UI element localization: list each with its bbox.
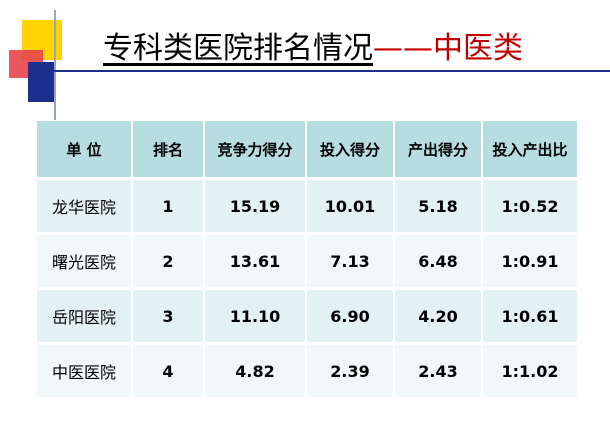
cell-rank: 1	[133, 180, 205, 232]
cell-competitiveness: 15.19	[205, 180, 307, 232]
table-row: 中医医院 4 4.82 2.39 2.43 1:1.02	[37, 345, 577, 397]
cell-ratio: 1:0.61	[483, 290, 577, 342]
cell-ratio: 1:0.91	[483, 235, 577, 287]
decor-horizontal-line	[28, 70, 610, 72]
cell-competitiveness: 13.61	[205, 235, 307, 287]
title-main: 专科类医院排名情况	[103, 31, 373, 66]
header-unit: 单 位	[37, 121, 133, 177]
cell-hospital: 岳阳医院	[37, 290, 133, 342]
cell-hospital: 中医医院	[37, 345, 133, 397]
cell-output: 6.48	[395, 235, 483, 287]
header-rank: 排名	[133, 121, 205, 177]
cell-hospital: 曙光医院	[37, 235, 133, 287]
cell-rank: 3	[133, 290, 205, 342]
cell-ratio: 1:1.02	[483, 345, 577, 397]
ranking-table: 单 位 排名 竞争力得分 投入得分 产出得分 投入产出比 龙华医院 1 15.1…	[37, 118, 577, 400]
header-competitiveness-score: 竞争力得分	[205, 121, 307, 177]
header-output-score: 产出得分	[395, 121, 483, 177]
cell-input: 10.01	[307, 180, 395, 232]
slide-title: 专科类医院排名情况——中医类	[103, 29, 523, 69]
cell-competitiveness: 11.10	[205, 290, 307, 342]
cell-ratio: 1:0.52	[483, 180, 577, 232]
cell-hospital: 龙华医院	[37, 180, 133, 232]
title-subcategory: 中医类	[433, 31, 523, 66]
cell-rank: 4	[133, 345, 205, 397]
cell-output: 2.43	[395, 345, 483, 397]
decor-blue-square	[28, 62, 55, 102]
cell-competitiveness: 4.82	[205, 345, 307, 397]
cell-input: 2.39	[307, 345, 395, 397]
cell-rank: 2	[133, 235, 205, 287]
cell-input: 6.90	[307, 290, 395, 342]
table-row: 岳阳医院 3 11.10 6.90 4.20 1:0.61	[37, 290, 577, 342]
table-header-row: 单 位 排名 竞争力得分 投入得分 产出得分 投入产出比	[37, 121, 577, 177]
table-row: 龙华医院 1 15.19 10.01 5.18 1:0.52	[37, 180, 577, 232]
title-dash: ——	[373, 31, 433, 66]
cell-input: 7.13	[307, 235, 395, 287]
decor-vertical-line	[54, 10, 56, 120]
table-row: 曙光医院 2 13.61 7.13 6.48 1:0.91	[37, 235, 577, 287]
cell-output: 4.20	[395, 290, 483, 342]
cell-output: 5.18	[395, 180, 483, 232]
header-input-score: 投入得分	[307, 121, 395, 177]
ranking-table-container: 单 位 排名 竞争力得分 投入得分 产出得分 投入产出比 龙华医院 1 15.1…	[37, 118, 577, 400]
header-input-output-ratio: 投入产出比	[483, 121, 577, 177]
